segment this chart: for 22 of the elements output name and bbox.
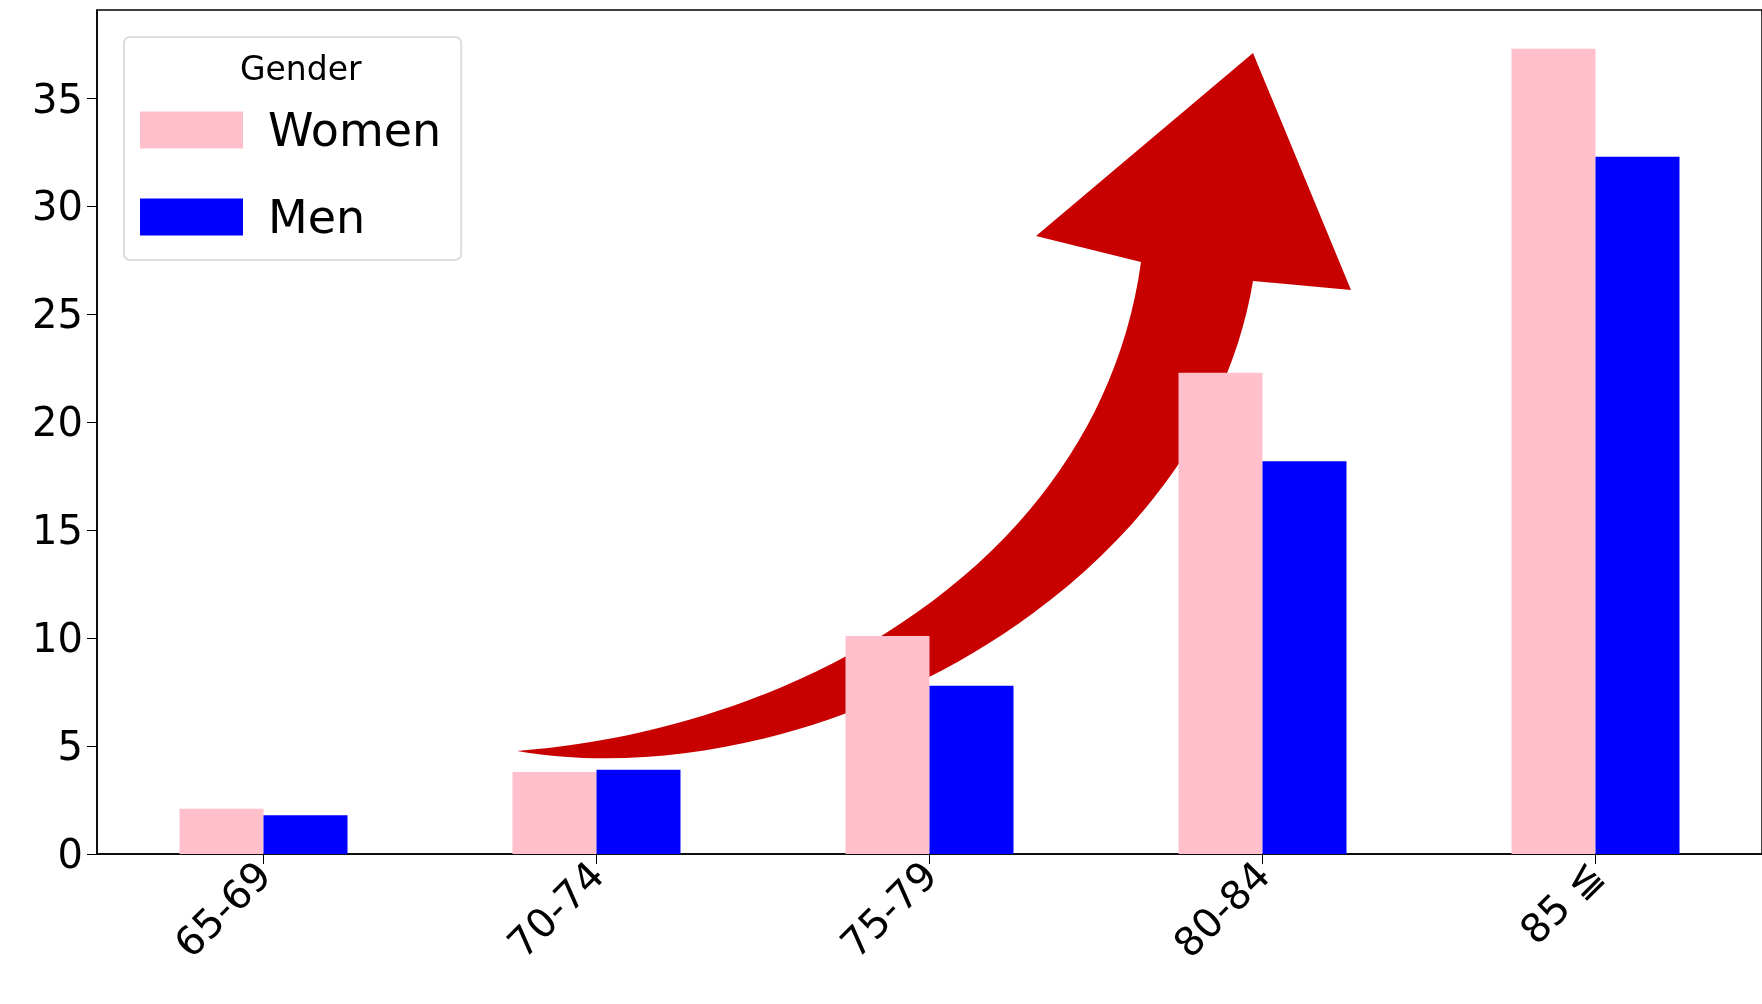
bar	[1262, 461, 1347, 854]
y-tick-label: 15	[32, 507, 83, 554]
y-tick-label: 30	[32, 183, 83, 230]
bar	[845, 635, 930, 854]
bar	[596, 769, 681, 854]
legend-label: Men	[268, 190, 366, 244]
bar	[1595, 156, 1680, 854]
y-tick-label: 0	[57, 831, 83, 877]
legend-label: Women	[268, 103, 442, 157]
x-tick-label: 85 ≦	[1510, 851, 1612, 953]
legend-title: Gender	[240, 49, 363, 88]
y-tick-label: 35	[32, 75, 83, 122]
bar	[263, 815, 348, 854]
bar	[512, 771, 597, 854]
y-tick-label: 10	[32, 615, 83, 662]
y-tick-label: 25	[32, 291, 83, 338]
bar	[1511, 48, 1596, 854]
bar	[929, 685, 1014, 854]
y-tick-label: 20	[32, 399, 83, 446]
y-tick-label: 5	[57, 723, 83, 770]
bar	[179, 808, 264, 854]
bar	[1178, 372, 1263, 854]
